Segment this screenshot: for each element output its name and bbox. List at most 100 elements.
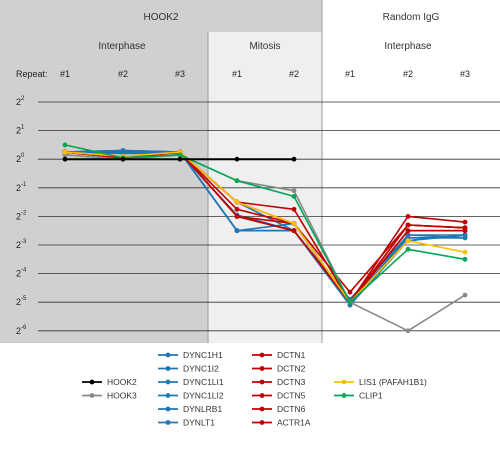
legend-swatch-marker xyxy=(165,393,171,398)
y-tick-exponent: 0 xyxy=(21,153,25,159)
series-line-lis1-pafah1b1 xyxy=(64,151,466,303)
legend-swatch-marker xyxy=(165,352,171,358)
data-point-actr1a xyxy=(234,214,240,219)
legend-label: DYNLT1 xyxy=(183,418,215,428)
y-tick-base: 2 xyxy=(16,97,21,107)
y-tick-exponent: -2 xyxy=(21,210,27,216)
subgroup-label-hook2-mitosis: Mitosis xyxy=(249,41,280,52)
legend-item-dync1li1: DYNC1LI1 xyxy=(158,377,224,387)
data-point-hook3 xyxy=(291,188,297,194)
data-point-dynlt1 xyxy=(234,228,240,234)
y-tick-label: 20 xyxy=(16,153,25,164)
legend-item-dctn5: DCTN5 xyxy=(252,391,306,401)
legend-label: DCTN5 xyxy=(277,391,306,401)
legend-swatch-marker xyxy=(259,406,265,412)
legend-label: DCTN2 xyxy=(277,364,306,374)
legend-item-dynlt1: DYNLT1 xyxy=(158,418,215,428)
data-point-hook3 xyxy=(405,328,411,334)
legend-label: DYNC1I2 xyxy=(183,364,219,374)
y-tick-base: 2 xyxy=(16,326,21,336)
y-tick-exponent: -3 xyxy=(21,239,27,245)
panel-hook2-interphase xyxy=(0,0,208,343)
legend-label: DCTN6 xyxy=(277,404,306,414)
y-tick-exponent: -4 xyxy=(21,268,27,274)
data-point-clip1 xyxy=(405,246,411,252)
legend-swatch-marker xyxy=(259,379,265,385)
y-tick-exponent: -1 xyxy=(21,182,27,188)
group-label-hook2: HOOK2 xyxy=(143,12,178,23)
series-hook2 xyxy=(62,156,297,162)
repeat-tick-4: #1 xyxy=(232,69,242,79)
data-point-dynlt1 xyxy=(462,232,468,238)
data-point-lis1-pafah1b1 xyxy=(62,149,68,155)
legend-swatch-marker xyxy=(165,406,171,412)
y-tick-base: 2 xyxy=(16,126,21,136)
data-point-dctn5 xyxy=(347,289,353,295)
repeat-tick-2: #2 xyxy=(118,69,128,79)
data-point-clip1 xyxy=(62,142,68,148)
data-point-dynlrb1 xyxy=(405,232,411,238)
legend-label: LIS1 (PAFAH1B1) xyxy=(359,377,427,387)
legend-label: DCTN3 xyxy=(277,377,306,387)
repeat-tick-6: #1 xyxy=(345,69,355,79)
data-point-lis1-pafah1b1 xyxy=(405,238,411,244)
data-point-hook2 xyxy=(234,156,240,162)
y-tick-label: 2-3 xyxy=(16,239,27,250)
legend-swatch-marker xyxy=(165,366,171,371)
legend-swatch-marker xyxy=(341,393,347,398)
legend-swatch-marker xyxy=(89,393,95,398)
y-tick-label: 2-4 xyxy=(16,268,27,279)
data-point-actr1a xyxy=(405,228,411,234)
y-tick-base: 2 xyxy=(16,240,21,250)
legend-item-dynlrb1: DYNLRB1 xyxy=(158,404,222,414)
legend-label: DYNC1LI1 xyxy=(183,377,224,387)
data-point-hook2 xyxy=(120,156,126,162)
legend-label: DYNC1H1 xyxy=(183,350,223,360)
data-point-dctn2 xyxy=(405,214,411,219)
panel-hook2-mitosis xyxy=(208,0,322,343)
data-point-hook3 xyxy=(462,292,468,298)
y-tick-exponent: 2 xyxy=(21,96,25,102)
data-point-clip1 xyxy=(291,194,297,199)
series-line-clip1 xyxy=(64,144,466,303)
panel-hook2-header xyxy=(0,0,322,32)
data-point-hook2 xyxy=(291,156,297,162)
legend-swatch-marker xyxy=(89,379,95,385)
subgroup-label-igg-interphase: Interphase xyxy=(384,41,432,52)
y-tick-exponent: -6 xyxy=(21,325,27,331)
y-tick-label: 22 xyxy=(16,96,25,107)
legend-item-hook3: HOOK3 xyxy=(82,391,137,401)
data-point-hook2 xyxy=(177,156,183,162)
group-headers: HOOK2 Random IgG Interphase Mitosis Interpha… xyxy=(16,12,470,79)
legend-swatch-marker xyxy=(259,366,265,371)
data-point-actr1a xyxy=(291,228,297,234)
data-point-clip1 xyxy=(177,152,183,158)
legend-label: HOOK3 xyxy=(107,391,137,401)
data-point-clip1 xyxy=(234,178,240,184)
repeat-label: Repeat: xyxy=(16,69,48,79)
legend-label: DYNC1LI2 xyxy=(183,391,224,401)
data-point-clip1 xyxy=(462,256,468,262)
repeat-tick-7: #2 xyxy=(403,69,413,79)
legend-swatch-marker xyxy=(341,379,347,385)
repeat-tick-1: #1 xyxy=(60,69,70,79)
group-label-random-igg: Random IgG xyxy=(383,12,440,23)
legend-label: CLIP1 xyxy=(359,391,383,401)
legend-item-dctn3: DCTN3 xyxy=(252,377,306,387)
legend-item-dctn1: DCTN1 xyxy=(252,350,306,360)
legend-item-actr1a: ACTR1A xyxy=(252,418,311,428)
data-point-dctn3 xyxy=(234,206,240,212)
legend-swatch-marker xyxy=(259,420,265,425)
subgroup-label-hook2-interphase: Interphase xyxy=(98,41,146,52)
legend-swatch-marker xyxy=(165,420,171,425)
repeat-tick-5: #2 xyxy=(289,69,299,79)
data-point-clip1 xyxy=(347,299,353,305)
y-tick-base: 2 xyxy=(16,297,21,307)
y-tick-base: 2 xyxy=(16,183,21,193)
y-tick-exponent: -5 xyxy=(21,296,27,302)
legend-label: HOOK2 xyxy=(107,377,137,387)
legend-item-lis1-pafah1b1: LIS1 (PAFAH1B1) xyxy=(334,377,427,387)
series-lines xyxy=(62,142,468,334)
legend-item-dctn2: DCTN2 xyxy=(252,364,306,374)
